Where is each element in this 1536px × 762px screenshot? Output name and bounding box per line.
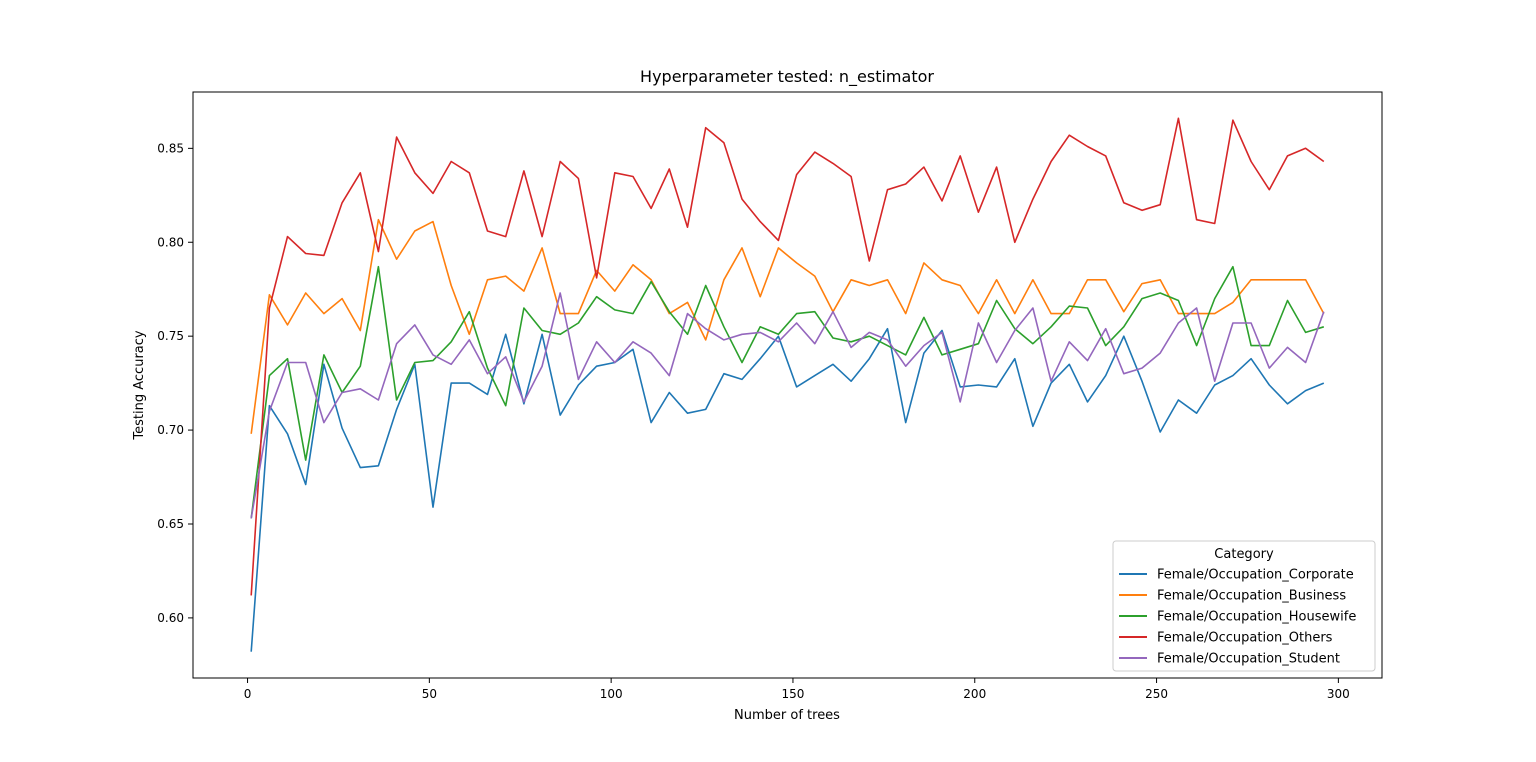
x-tick-label: 0 bbox=[244, 687, 252, 701]
y-tick-label: 0.85 bbox=[157, 141, 184, 155]
x-axis-label: Number of trees bbox=[734, 708, 840, 723]
series-line-business bbox=[250, 218, 1325, 434]
x-tick-label: 300 bbox=[1327, 687, 1350, 701]
y-tick-label: 0.60 bbox=[157, 611, 184, 625]
legend-entry: Female/Occupation_Business bbox=[1157, 589, 1346, 604]
y-axis-label: Testing Accuracy bbox=[132, 330, 147, 440]
y-tick-label: 0.65 bbox=[157, 517, 184, 531]
series-line-others bbox=[250, 117, 1325, 596]
x-axis-ticks: 0 50 100 150 200 250 300 bbox=[244, 678, 1350, 701]
x-tick-label: 200 bbox=[963, 687, 986, 701]
y-tick-label: 0.70 bbox=[157, 423, 184, 437]
legend-entry: Female/Occupation_Others bbox=[1157, 631, 1333, 646]
x-tick-label: 250 bbox=[1145, 687, 1168, 701]
y-tick-label: 0.75 bbox=[157, 329, 184, 343]
series-line-student bbox=[250, 292, 1325, 519]
plot-frame bbox=[192, 91, 1383, 679]
x-tick-label: 100 bbox=[600, 687, 623, 701]
x-tick-label: 50 bbox=[422, 687, 437, 701]
series-layer bbox=[250, 117, 1325, 652]
legend-entry: Female/Occupation_Student bbox=[1157, 652, 1340, 667]
legend-box bbox=[1112, 540, 1376, 672]
legend-title: Category bbox=[1214, 547, 1274, 562]
chart-title: Hyperparameter tested: n_estimator bbox=[640, 67, 934, 87]
legend-entry: Female/Occupation_Housewife bbox=[1157, 610, 1356, 625]
y-axis-ticks: 0.60 0.65 0.70 0.75 0.80 0.85 bbox=[157, 141, 193, 625]
x-tick-label: 150 bbox=[782, 687, 805, 701]
legend-entry: Female/Occupation_Corporate bbox=[1157, 568, 1354, 583]
series-line-corporate bbox=[250, 327, 1325, 652]
legend: Category Female/Occupation_Corporate Femal… bbox=[1112, 540, 1376, 672]
y-tick-label: 0.80 bbox=[157, 235, 184, 249]
series-line-housewife bbox=[250, 265, 1325, 519]
